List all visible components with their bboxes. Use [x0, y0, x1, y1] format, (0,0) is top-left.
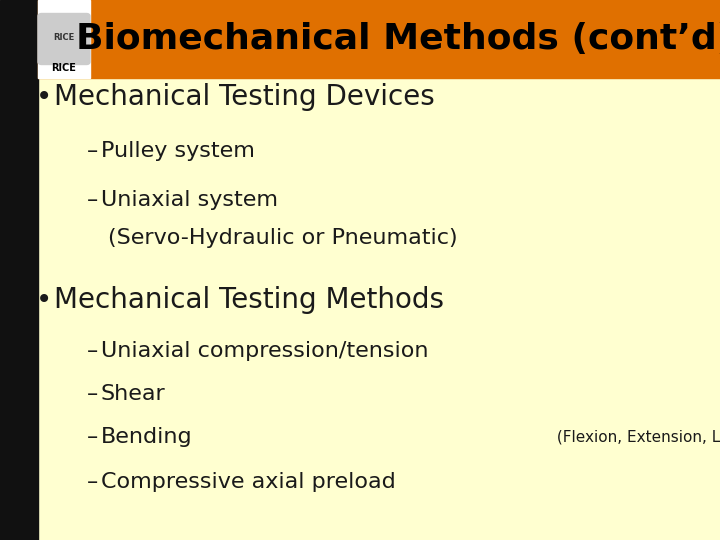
Text: –: –	[86, 427, 98, 448]
Text: Compressive axial preload: Compressive axial preload	[101, 471, 395, 492]
Text: –: –	[86, 141, 98, 161]
Text: RICE: RICE	[53, 33, 75, 42]
Text: Uniaxial compression/tension: Uniaxial compression/tension	[101, 341, 428, 361]
Text: (Servo-Hydraulic or Pneumatic): (Servo-Hydraulic or Pneumatic)	[108, 227, 458, 248]
Text: Shear: Shear	[101, 384, 166, 404]
Text: •: •	[36, 83, 53, 111]
Text: Mechanical Testing Methods: Mechanical Testing Methods	[54, 286, 444, 314]
Text: –: –	[86, 471, 98, 492]
Text: •: •	[36, 286, 53, 314]
Text: Mechanical Testing Devices: Mechanical Testing Devices	[54, 83, 435, 111]
Text: –: –	[86, 190, 98, 210]
Text: Pulley system: Pulley system	[101, 141, 255, 161]
Text: RICE: RICE	[52, 63, 76, 72]
Text: (Flexion, Extension, Lateral, Torsion): (Flexion, Extension, Lateral, Torsion)	[552, 430, 720, 445]
Text: Biomechanical Methods (cont’d): Biomechanical Methods (cont’d)	[76, 22, 720, 56]
Text: Uniaxial system: Uniaxial system	[101, 190, 278, 210]
Text: –: –	[86, 384, 98, 404]
Text: Bending: Bending	[101, 427, 192, 448]
Text: –: –	[86, 341, 98, 361]
